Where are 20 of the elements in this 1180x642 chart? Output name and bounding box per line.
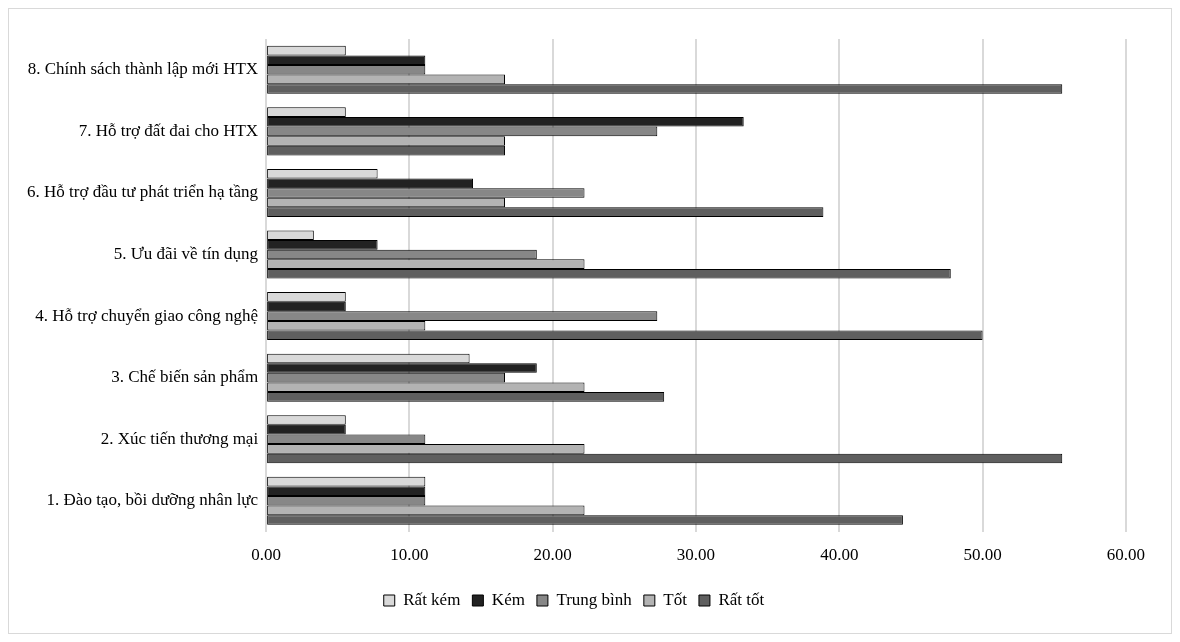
x-tick-label: 50.00 <box>963 545 1002 565</box>
legend-label: Kém <box>491 589 525 609</box>
y-tick-label: 1. Đào tạo, bồi dưỡng nhân lực <box>46 490 259 510</box>
x-tick-label: 20.00 <box>533 545 572 565</box>
y-tick-label: 8. Chính sách thành lập mới HTX <box>27 59 259 79</box>
y-tick-label: 5. Ưu đãi về tín dụng <box>113 243 259 263</box>
y-tick-label: 4. Hỗ trợ chuyển giao công nghệ <box>35 305 259 325</box>
legend-label: Trung bình <box>556 589 633 609</box>
y-tick-label: 6. Hỗ trợ đầu tư phát triển hạ tầng <box>26 182 259 202</box>
legend-label: Rất kém <box>403 589 461 609</box>
legend-label: Tốt <box>663 589 688 609</box>
y-tick-label: 2. Xúc tiến thương mại <box>100 428 259 448</box>
x-tick-label: 60.00 <box>1106 545 1145 565</box>
x-tick-label: 30.00 <box>676 545 716 565</box>
x-tick-label: 40.00 <box>820 545 859 565</box>
x-tick-label: 0.00 <box>251 545 281 565</box>
y-tick-label: 7. Hỗ trợ đất đai cho HTX <box>78 120 259 140</box>
legend-label: Rất tốt <box>718 589 765 609</box>
x-tick-label: 10.00 <box>390 545 429 565</box>
y-tick-label: 3. Chế biến sản phẩm <box>111 367 259 387</box>
